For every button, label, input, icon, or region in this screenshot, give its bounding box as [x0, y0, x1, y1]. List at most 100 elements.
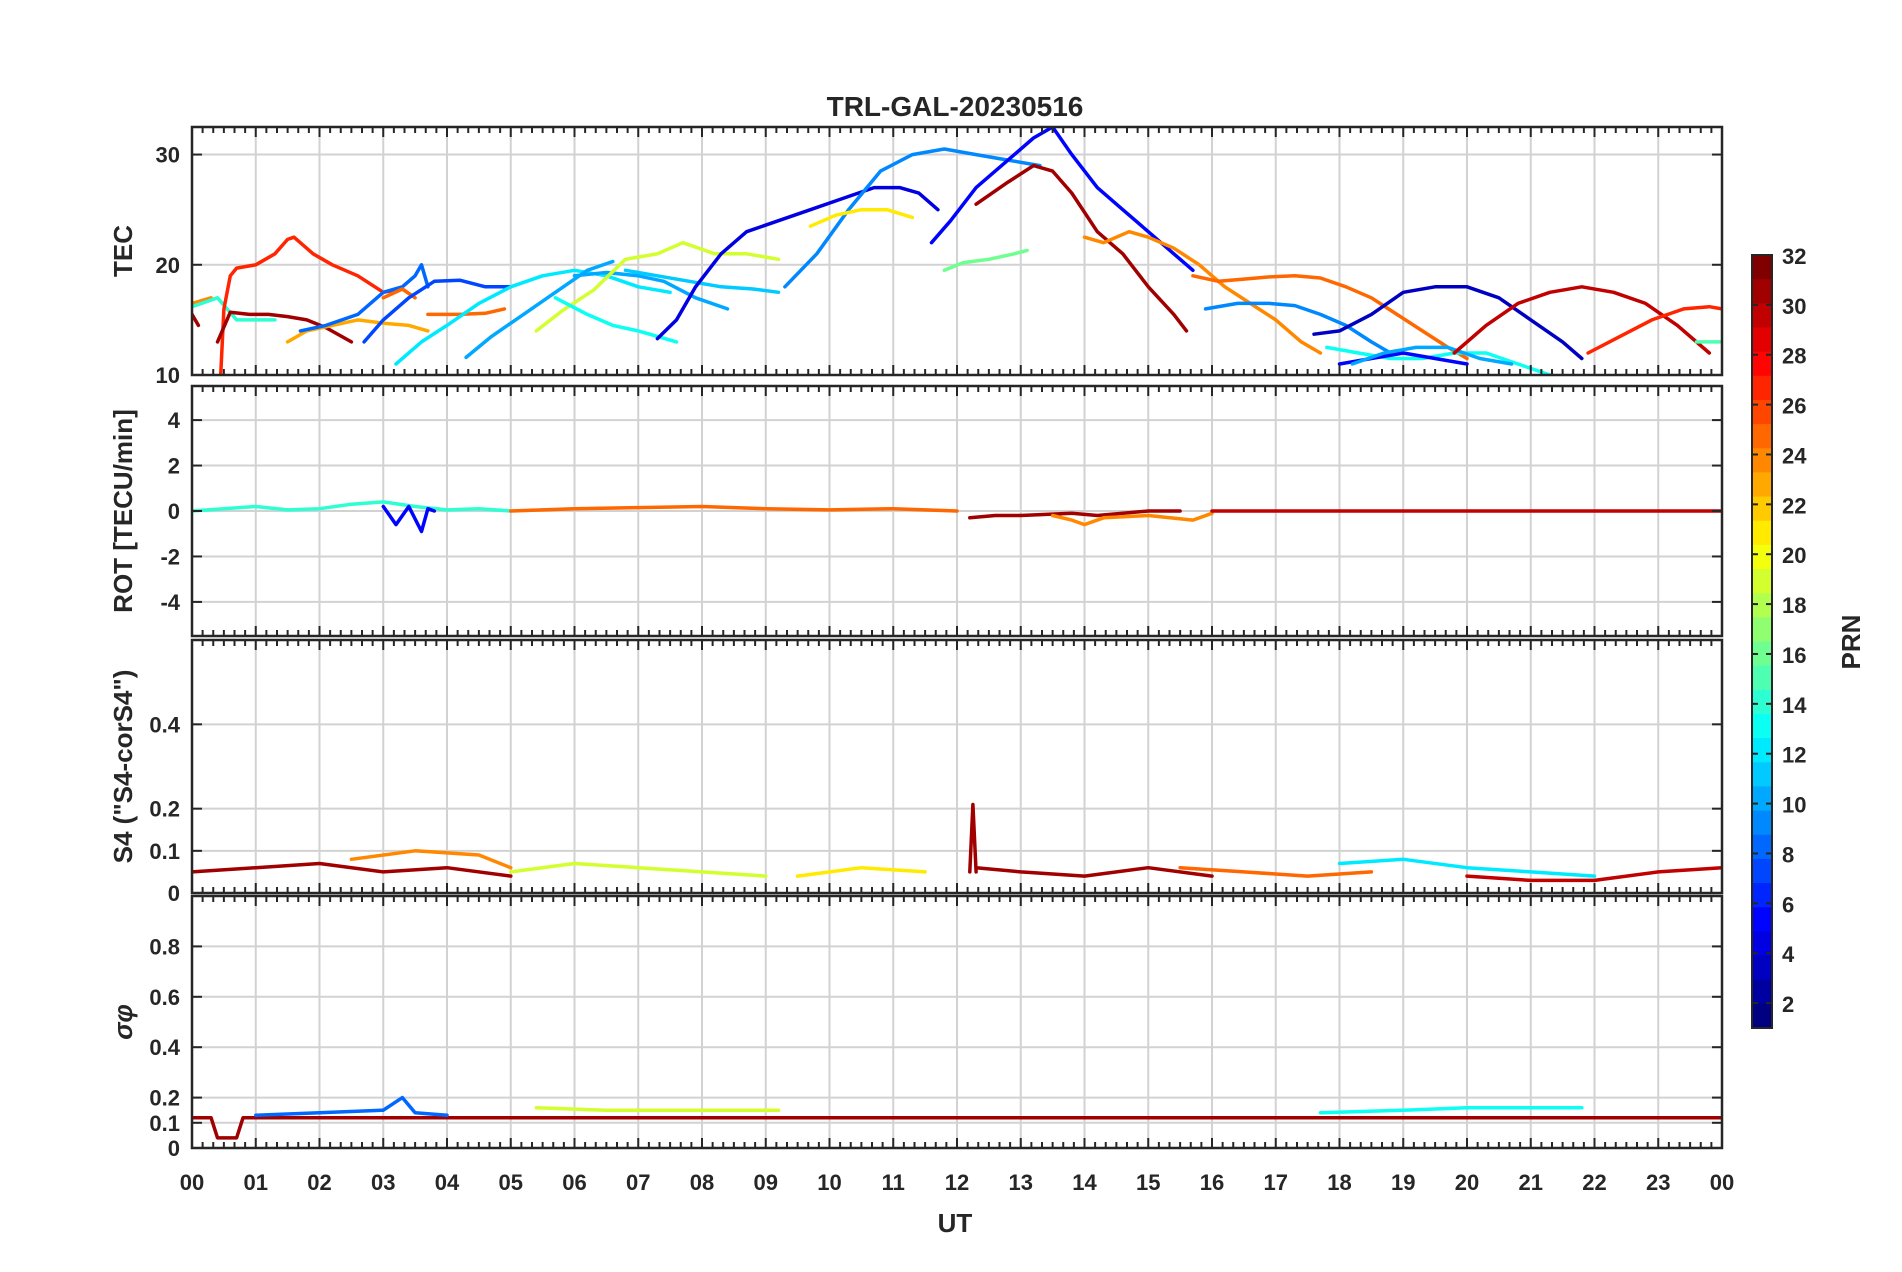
x-tick-label: 13 — [1009, 1170, 1033, 1195]
x-tick-label: 03 — [371, 1170, 395, 1195]
series-prn-5 — [929, 127, 1195, 273]
panel-rot-series — [192, 500, 1722, 534]
y-tick-label: 30 — [156, 143, 180, 168]
series-prn-27 — [218, 235, 405, 375]
series-prn-12 — [1337, 857, 1597, 878]
colorbar-segment — [1752, 593, 1772, 618]
series-prn-31 — [968, 802, 978, 874]
panel-sigma: 00.10.2 0.4 0.6 0.8 σφ — [108, 894, 1724, 1161]
colorbar-tick-label: 24 — [1782, 443, 1807, 468]
colorbar-frame — [1751, 254, 1773, 1029]
x-tick-label: 06 — [562, 1170, 586, 1195]
series-prn-25 — [1191, 274, 1469, 361]
colorbar-segment — [1752, 713, 1772, 739]
panel-rot-frame — [190, 384, 1724, 638]
colorbar-segment — [1752, 496, 1772, 522]
colorbar-segment — [1752, 834, 1772, 860]
series-prn-8 — [298, 263, 430, 333]
colorbar-segment — [1752, 448, 1772, 474]
x-tick-label: 07 — [626, 1170, 650, 1195]
y-tick-label: 0.4 — [149, 712, 180, 737]
series-prn-31 — [974, 163, 1189, 333]
y-tick-label: -2 — [160, 544, 180, 569]
colorbar-tick-label: 16 — [1782, 643, 1806, 668]
colorbar-segment — [1752, 279, 1772, 304]
series-prn-9 — [783, 147, 1042, 289]
colorbar-tick-label: 6 — [1782, 892, 1794, 917]
colorbar-tick-label: 22 — [1782, 493, 1806, 518]
colorbar-segment — [1752, 520, 1772, 546]
series-prn-3 — [1312, 285, 1584, 361]
y-tick-label: 2 — [168, 454, 180, 479]
colorbar-segment — [1752, 255, 1772, 280]
x-tick-label: 11 — [882, 1170, 905, 1195]
panel-rot-ylabel: ROT [TECU/min] — [108, 409, 138, 613]
x-tick-label: 00 — [1710, 1170, 1734, 1195]
colorbar-segment — [1752, 979, 1772, 1005]
colorbar-segment — [1752, 424, 1772, 449]
panel-s4-ylabel: S4 ("S4-corS4") — [108, 670, 138, 864]
panel-tec-series — [192, 127, 1722, 375]
colorbar-segment — [1752, 665, 1772, 691]
x-tick-label: 04 — [435, 1170, 460, 1195]
y-tick-label: -4 — [160, 590, 180, 615]
series-prn-30 — [1452, 285, 1712, 355]
series-prn-12 — [394, 268, 672, 366]
colorbar-segment — [1752, 955, 1772, 981]
colorbar-segment — [1752, 399, 1772, 425]
series-prn-30 — [1465, 865, 1722, 883]
colorbar-segment — [1752, 762, 1772, 788]
series-prn-25 — [509, 504, 959, 513]
y-tick-label: 4 — [168, 408, 181, 433]
y-tick-label: 0.4 — [149, 1035, 180, 1060]
colorbar-segment — [1752, 472, 1772, 498]
x-tick-label: 16 — [1200, 1170, 1224, 1195]
y-tick-label: 0.2 — [149, 797, 180, 822]
colorbar-tick-label: 30 — [1782, 294, 1806, 319]
x-tick-label: 14 — [1072, 1170, 1097, 1195]
panel-tec-ylabel: TEC — [108, 225, 138, 277]
y-tick-label: 0.2 — [149, 1086, 180, 1111]
x-tick-label: 19 — [1391, 1170, 1415, 1195]
series-prn-31 — [974, 865, 1214, 878]
y-tick-label: 10 — [156, 363, 180, 388]
colorbar-tick-label: 8 — [1782, 842, 1794, 867]
panel-rot: -4 -2 0 2 4 ROT [TECU/min] — [108, 384, 1724, 638]
colorbar-segment — [1752, 907, 1772, 932]
series-prn-14 — [192, 500, 513, 513]
series-prn-21 — [808, 207, 915, 228]
x-tick-label: 18 — [1327, 1170, 1351, 1195]
colorbar-segment — [1752, 689, 1772, 715]
series-prn-13 — [1318, 1105, 1584, 1115]
y-tick-label: 0.8 — [149, 934, 180, 959]
colorbar-segment — [1752, 810, 1772, 836]
colorbar-tick-label: 10 — [1782, 793, 1806, 818]
colorbar-segment — [1752, 883, 1772, 908]
series-prn-31 — [192, 1116, 1722, 1140]
y-tick-label: 0 — [168, 499, 180, 524]
y-tick-label: 0.6 — [149, 985, 180, 1010]
colorbar-tick-label: 2 — [1782, 992, 1794, 1017]
series-prn-19 — [509, 861, 768, 878]
series-prn-25 — [426, 307, 507, 317]
x-tick-label: 05 — [499, 1170, 523, 1195]
chart-title: TRL-GAL-20230516 — [827, 91, 1084, 122]
series-prn-31 — [192, 861, 513, 878]
colorbar-segment — [1752, 738, 1772, 763]
x-tick-label: 08 — [690, 1170, 714, 1195]
series-prn-27 — [1586, 304, 1722, 355]
colorbar-segment — [1752, 303, 1772, 329]
colorbar-tick-label: 12 — [1782, 743, 1806, 768]
x-tick-label: 22 — [1582, 1170, 1606, 1195]
series-prn-24 — [349, 849, 513, 870]
x-tick-label: 20 — [1455, 1170, 1479, 1195]
series-prn-19 — [534, 1105, 781, 1112]
x-tick-label: 12 — [945, 1170, 969, 1195]
series-prn-8 — [254, 1095, 449, 1117]
panel-sigma-series — [192, 1095, 1722, 1140]
series-prn-10 — [572, 270, 730, 311]
colorbar-tick-label: 18 — [1782, 593, 1806, 618]
